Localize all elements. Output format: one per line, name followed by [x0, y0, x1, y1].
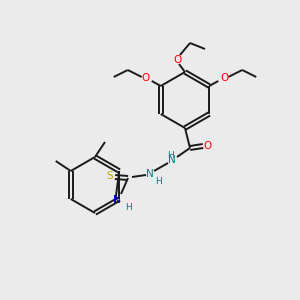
Text: H: H: [154, 176, 161, 185]
Text: N: N: [113, 195, 121, 205]
Text: S: S: [107, 171, 113, 181]
Text: O: O: [142, 73, 150, 83]
Text: H: H: [124, 202, 131, 211]
Text: N: N: [146, 169, 154, 179]
Text: O: O: [204, 141, 212, 151]
Text: H: H: [168, 151, 174, 160]
Text: O: O: [220, 73, 228, 83]
Text: O: O: [173, 55, 181, 65]
Text: N: N: [168, 155, 176, 165]
